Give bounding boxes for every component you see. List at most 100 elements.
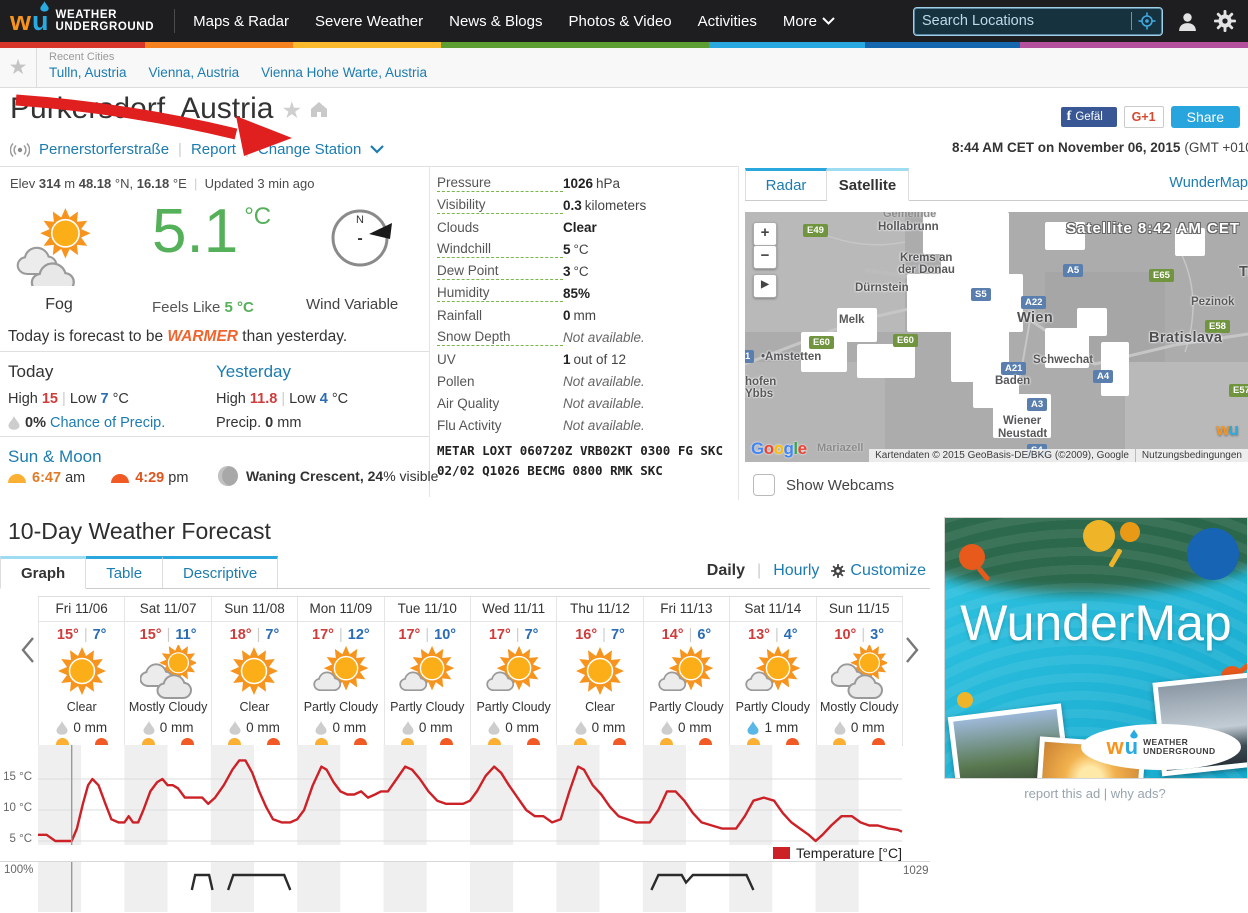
detail-label[interactable]: Clouds: [437, 219, 480, 235]
ad-title: WunderMap: [960, 595, 1232, 651]
forecast-weather-icon: [399, 645, 455, 699]
forecast-precip: 0 mm: [125, 720, 210, 735]
forecast-precip: 0 mm: [471, 720, 556, 735]
forecast-day-label[interactable]: Sat 11/14: [730, 597, 816, 622]
temperature-graph[interactable]: 15 °C 10 °C 5 °C: [0, 745, 930, 845]
forecast-tab[interactable]: Table: [86, 556, 164, 588]
forecast-day-label[interactable]: Sat 11/07: [125, 597, 211, 622]
wundermap-link[interactable]: WunderMap: [1169, 175, 1248, 191]
favorite-star-icon[interactable]: ★: [0, 48, 37, 87]
feels-like: Feels Like 5 °C: [152, 299, 254, 316]
forecast-day-label[interactable]: Thu 11/12: [557, 597, 643, 622]
map-pin-icon: [1187, 528, 1239, 580]
detail-label[interactable]: Snow Depth: [437, 329, 563, 346]
carousel-prev-icon[interactable]: [20, 636, 36, 664]
recent-city-link[interactable]: Tulln, Austria: [49, 65, 127, 80]
recent-city-link[interactable]: Vienna, Austria: [148, 65, 240, 80]
nav-item[interactable]: Activities: [697, 12, 757, 30]
sunset-icon: [353, 738, 367, 745]
detail-label[interactable]: Humidity: [437, 285, 563, 302]
forecast-day-label[interactable]: Fri 11/13: [643, 597, 730, 622]
forecast-day-column[interactable]: Fri 11/13 14° | 6°: [643, 597, 731, 745]
forecast-condition: Partly Cloudy: [476, 700, 551, 714]
chance-of-precip-link[interactable]: 0% Chance of Precip.: [8, 415, 165, 431]
forecast-day-label[interactable]: Sun 11/15: [816, 597, 902, 622]
forecast-day-column[interactable]: Thu 11/12 16° | 7°: [557, 597, 644, 745]
report-link[interactable]: Report: [190, 141, 236, 158]
settings-gear-icon[interactable]: [1214, 10, 1236, 32]
forecast-day-column[interactable]: Sun 11/08 18° | 7°: [211, 597, 299, 745]
recent-cities-title: Recent Cities: [49, 51, 115, 63]
facebook-like-button[interactable]: f Gefäl: [1060, 107, 1117, 127]
forecast-day-label[interactable]: Mon 11/09: [298, 597, 384, 622]
map-label: E65: [1149, 269, 1174, 282]
nav-item[interactable]: Photos & Video: [568, 12, 672, 30]
map-zoom-in-button[interactable]: +: [753, 222, 777, 246]
detail-label[interactable]: UV: [437, 351, 456, 367]
hourly-toggle[interactable]: Hourly: [773, 562, 820, 579]
tab-radar[interactable]: Radar: [745, 168, 827, 200]
forecast-day-column[interactable]: Sun 11/15 10° | 3°: [816, 597, 903, 745]
show-webcams-checkbox[interactable]: [753, 474, 775, 496]
humidity-graph-partial[interactable]: 100% 1029: [0, 861, 930, 913]
geolocate-icon[interactable]: [1138, 12, 1156, 30]
detail-label[interactable]: Flu Activity: [437, 417, 502, 433]
detail-label[interactable]: Pollen: [437, 373, 475, 389]
home-location-icon[interactable]: [308, 98, 330, 120]
tab-satellite[interactable]: Satellite: [827, 168, 909, 201]
forecast-day-column[interactable]: Fri 11/06 15° | 7°: [39, 597, 126, 745]
forecast-tab[interactable]: Graph: [0, 556, 87, 589]
change-station-link[interactable]: Change Station: [257, 141, 362, 158]
customize-button[interactable]: Customize: [831, 562, 926, 580]
chevron-down-icon[interactable]: [370, 145, 385, 154]
map-zoom-out-button[interactable]: −: [753, 245, 777, 269]
forecast-day-column[interactable]: Sat 11/14 13° | 4°: [730, 597, 817, 745]
recent-city-link[interactable]: Vienna Hohe Warte, Austria: [261, 65, 427, 80]
map-label: Krems an: [900, 252, 953, 264]
show-webcams-label[interactable]: Show Webcams: [786, 476, 895, 494]
detail-row: Pressure 1026 hPa: [437, 172, 732, 194]
detail-label[interactable]: Pressure: [437, 175, 563, 192]
nav-item[interactable]: Maps & Radar: [193, 12, 289, 30]
terms-link[interactable]: Nutzungsbedingungen: [1134, 449, 1248, 462]
search-input[interactable]: [914, 13, 1131, 29]
forecast-day-column[interactable]: Wed 11/11 17° | 7°: [470, 597, 558, 745]
detail-label[interactable]: Visibility: [437, 197, 563, 214]
nav-item[interactable]: News & Blogs: [449, 12, 543, 30]
yesterday-link[interactable]: Yesterday: [216, 362, 291, 381]
sunrise-icon: [487, 738, 501, 745]
forecast-precip: 0 mm: [212, 720, 297, 735]
sunset-icon: [526, 738, 540, 745]
daily-toggle[interactable]: Daily: [706, 562, 746, 579]
map-label: hofen: [745, 376, 777, 388]
google-plus-button[interactable]: G+1: [1123, 106, 1164, 128]
forecast-day-label[interactable]: Wed 11/11: [470, 597, 557, 622]
favorite-location-star-icon[interactable]: ★: [281, 97, 303, 123]
detail-label[interactable]: Dew Point: [437, 263, 563, 280]
wind-label: Wind Variable: [306, 296, 399, 313]
forecast-day-column[interactable]: Sat 11/07 15° | 11°: [125, 597, 212, 745]
station-name-link[interactable]: Pernerstorferstraße: [39, 141, 170, 158]
carousel-next-icon[interactable]: [904, 636, 920, 664]
forecast-day-column[interactable]: Tue 11/10 17° | 10°: [384, 597, 471, 745]
detail-label[interactable]: Windchill: [437, 241, 563, 258]
map-play-button[interactable]: ▶: [753, 274, 777, 298]
forecast-tab[interactable]: Descriptive: [163, 556, 279, 588]
user-account-icon[interactable]: [1177, 11, 1198, 32]
share-button[interactable]: Share: [1170, 106, 1240, 128]
nav-item-more[interactable]: More: [783, 13, 835, 30]
forecast-day-label[interactable]: Fri 11/06: [39, 597, 125, 622]
detail-value: Not available.: [563, 395, 645, 411]
nav-item[interactable]: Severe Weather: [315, 12, 424, 30]
forecast-day-column[interactable]: Mon 11/09 17° | 12°: [298, 597, 385, 745]
forecast-day-label[interactable]: Tue 11/10: [384, 597, 470, 622]
graph-legend: Temperature [°C]: [0, 845, 902, 861]
forecast-day-label[interactable]: Sun 11/08: [211, 597, 298, 622]
detail-label[interactable]: Air Quality: [437, 395, 500, 411]
ad-caption-links[interactable]: report this ad | why ads?: [1024, 786, 1166, 801]
detail-label[interactable]: Rainfall: [437, 307, 483, 323]
satellite-map[interactable]: Gemeinde Hollabrunn E49 Krems an der Donau Dü…: [745, 212, 1248, 462]
